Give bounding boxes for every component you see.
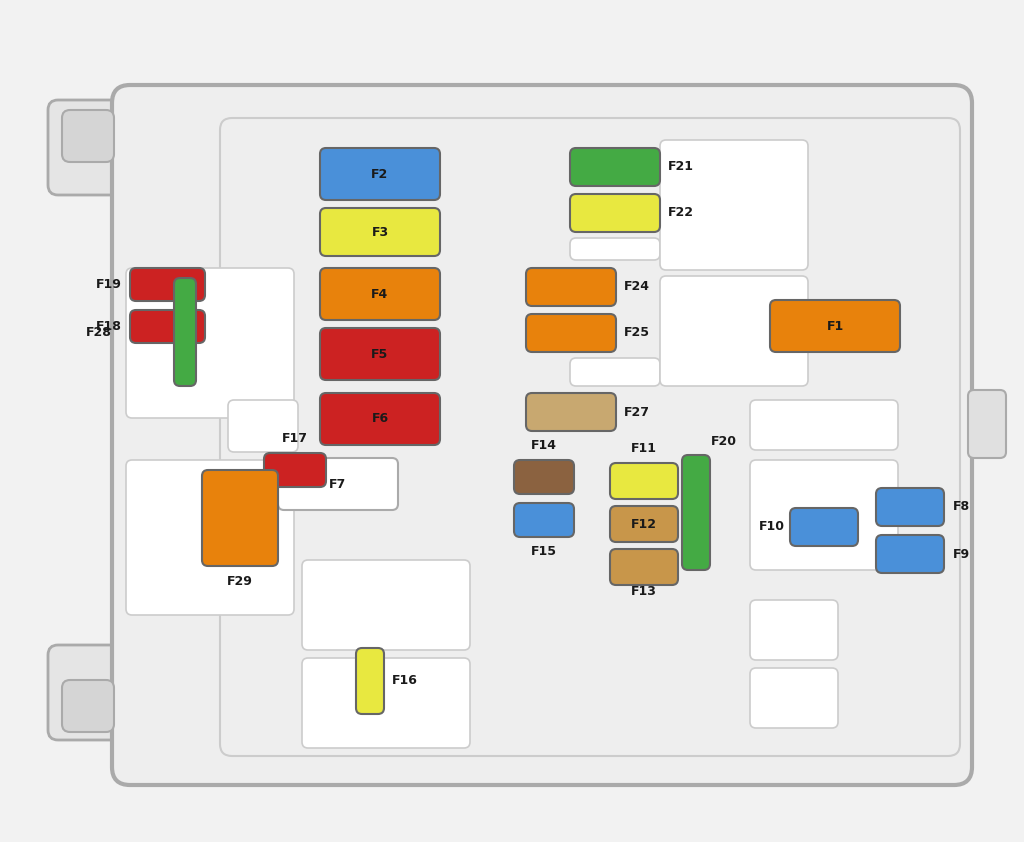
FancyBboxPatch shape (319, 328, 440, 380)
Text: F24: F24 (624, 280, 650, 294)
FancyBboxPatch shape (228, 400, 298, 452)
Text: F27: F27 (624, 406, 650, 418)
FancyBboxPatch shape (750, 460, 898, 570)
Text: F21: F21 (668, 161, 694, 173)
FancyBboxPatch shape (319, 148, 440, 200)
Text: F7: F7 (330, 477, 347, 491)
FancyBboxPatch shape (790, 508, 858, 546)
Text: F29: F29 (227, 575, 253, 588)
FancyBboxPatch shape (62, 680, 114, 732)
FancyBboxPatch shape (319, 268, 440, 320)
FancyBboxPatch shape (514, 503, 574, 537)
Text: F8: F8 (953, 500, 970, 514)
Text: F11: F11 (631, 442, 657, 455)
FancyBboxPatch shape (570, 358, 660, 386)
FancyBboxPatch shape (126, 460, 294, 615)
FancyBboxPatch shape (750, 600, 838, 660)
FancyBboxPatch shape (62, 110, 114, 162)
Text: F9: F9 (953, 547, 970, 561)
FancyBboxPatch shape (610, 549, 678, 585)
Text: F15: F15 (531, 545, 557, 558)
Text: F16: F16 (392, 674, 418, 688)
FancyBboxPatch shape (876, 535, 944, 573)
FancyBboxPatch shape (526, 314, 616, 352)
FancyBboxPatch shape (570, 148, 660, 186)
Text: F14: F14 (531, 439, 557, 452)
FancyBboxPatch shape (968, 390, 1006, 458)
FancyBboxPatch shape (660, 140, 808, 270)
Text: F2: F2 (372, 168, 389, 180)
FancyBboxPatch shape (112, 85, 972, 785)
Text: F5: F5 (372, 348, 389, 360)
FancyBboxPatch shape (514, 460, 574, 494)
FancyBboxPatch shape (660, 276, 808, 386)
FancyBboxPatch shape (48, 100, 126, 195)
Text: F3: F3 (372, 226, 388, 238)
FancyBboxPatch shape (264, 453, 326, 487)
FancyBboxPatch shape (302, 560, 470, 650)
FancyBboxPatch shape (526, 268, 616, 306)
FancyBboxPatch shape (48, 645, 126, 740)
Text: F17: F17 (282, 432, 308, 445)
Text: F4: F4 (372, 287, 389, 301)
FancyBboxPatch shape (876, 488, 944, 526)
FancyBboxPatch shape (130, 268, 205, 301)
FancyBboxPatch shape (610, 463, 678, 499)
Text: F20: F20 (711, 435, 737, 448)
FancyBboxPatch shape (682, 455, 710, 570)
FancyBboxPatch shape (750, 400, 898, 450)
FancyBboxPatch shape (174, 278, 196, 386)
FancyBboxPatch shape (750, 668, 838, 728)
FancyBboxPatch shape (302, 658, 470, 748)
Text: F10: F10 (759, 520, 785, 534)
FancyBboxPatch shape (356, 648, 384, 714)
FancyBboxPatch shape (220, 118, 961, 756)
Text: F28: F28 (86, 326, 112, 338)
Text: F25: F25 (624, 327, 650, 339)
Text: F6: F6 (372, 413, 388, 425)
Text: F19: F19 (96, 278, 122, 290)
FancyBboxPatch shape (570, 238, 660, 260)
FancyBboxPatch shape (126, 268, 294, 418)
FancyBboxPatch shape (610, 506, 678, 542)
FancyBboxPatch shape (319, 208, 440, 256)
Text: F12: F12 (631, 518, 657, 530)
FancyBboxPatch shape (278, 458, 398, 510)
FancyBboxPatch shape (130, 310, 205, 343)
FancyBboxPatch shape (770, 300, 900, 352)
FancyBboxPatch shape (319, 393, 440, 445)
Text: F22: F22 (668, 206, 694, 220)
FancyBboxPatch shape (570, 194, 660, 232)
Text: F1: F1 (826, 319, 844, 333)
Text: F18: F18 (96, 319, 122, 333)
FancyBboxPatch shape (526, 393, 616, 431)
Text: F13: F13 (631, 585, 657, 598)
FancyBboxPatch shape (202, 470, 278, 566)
